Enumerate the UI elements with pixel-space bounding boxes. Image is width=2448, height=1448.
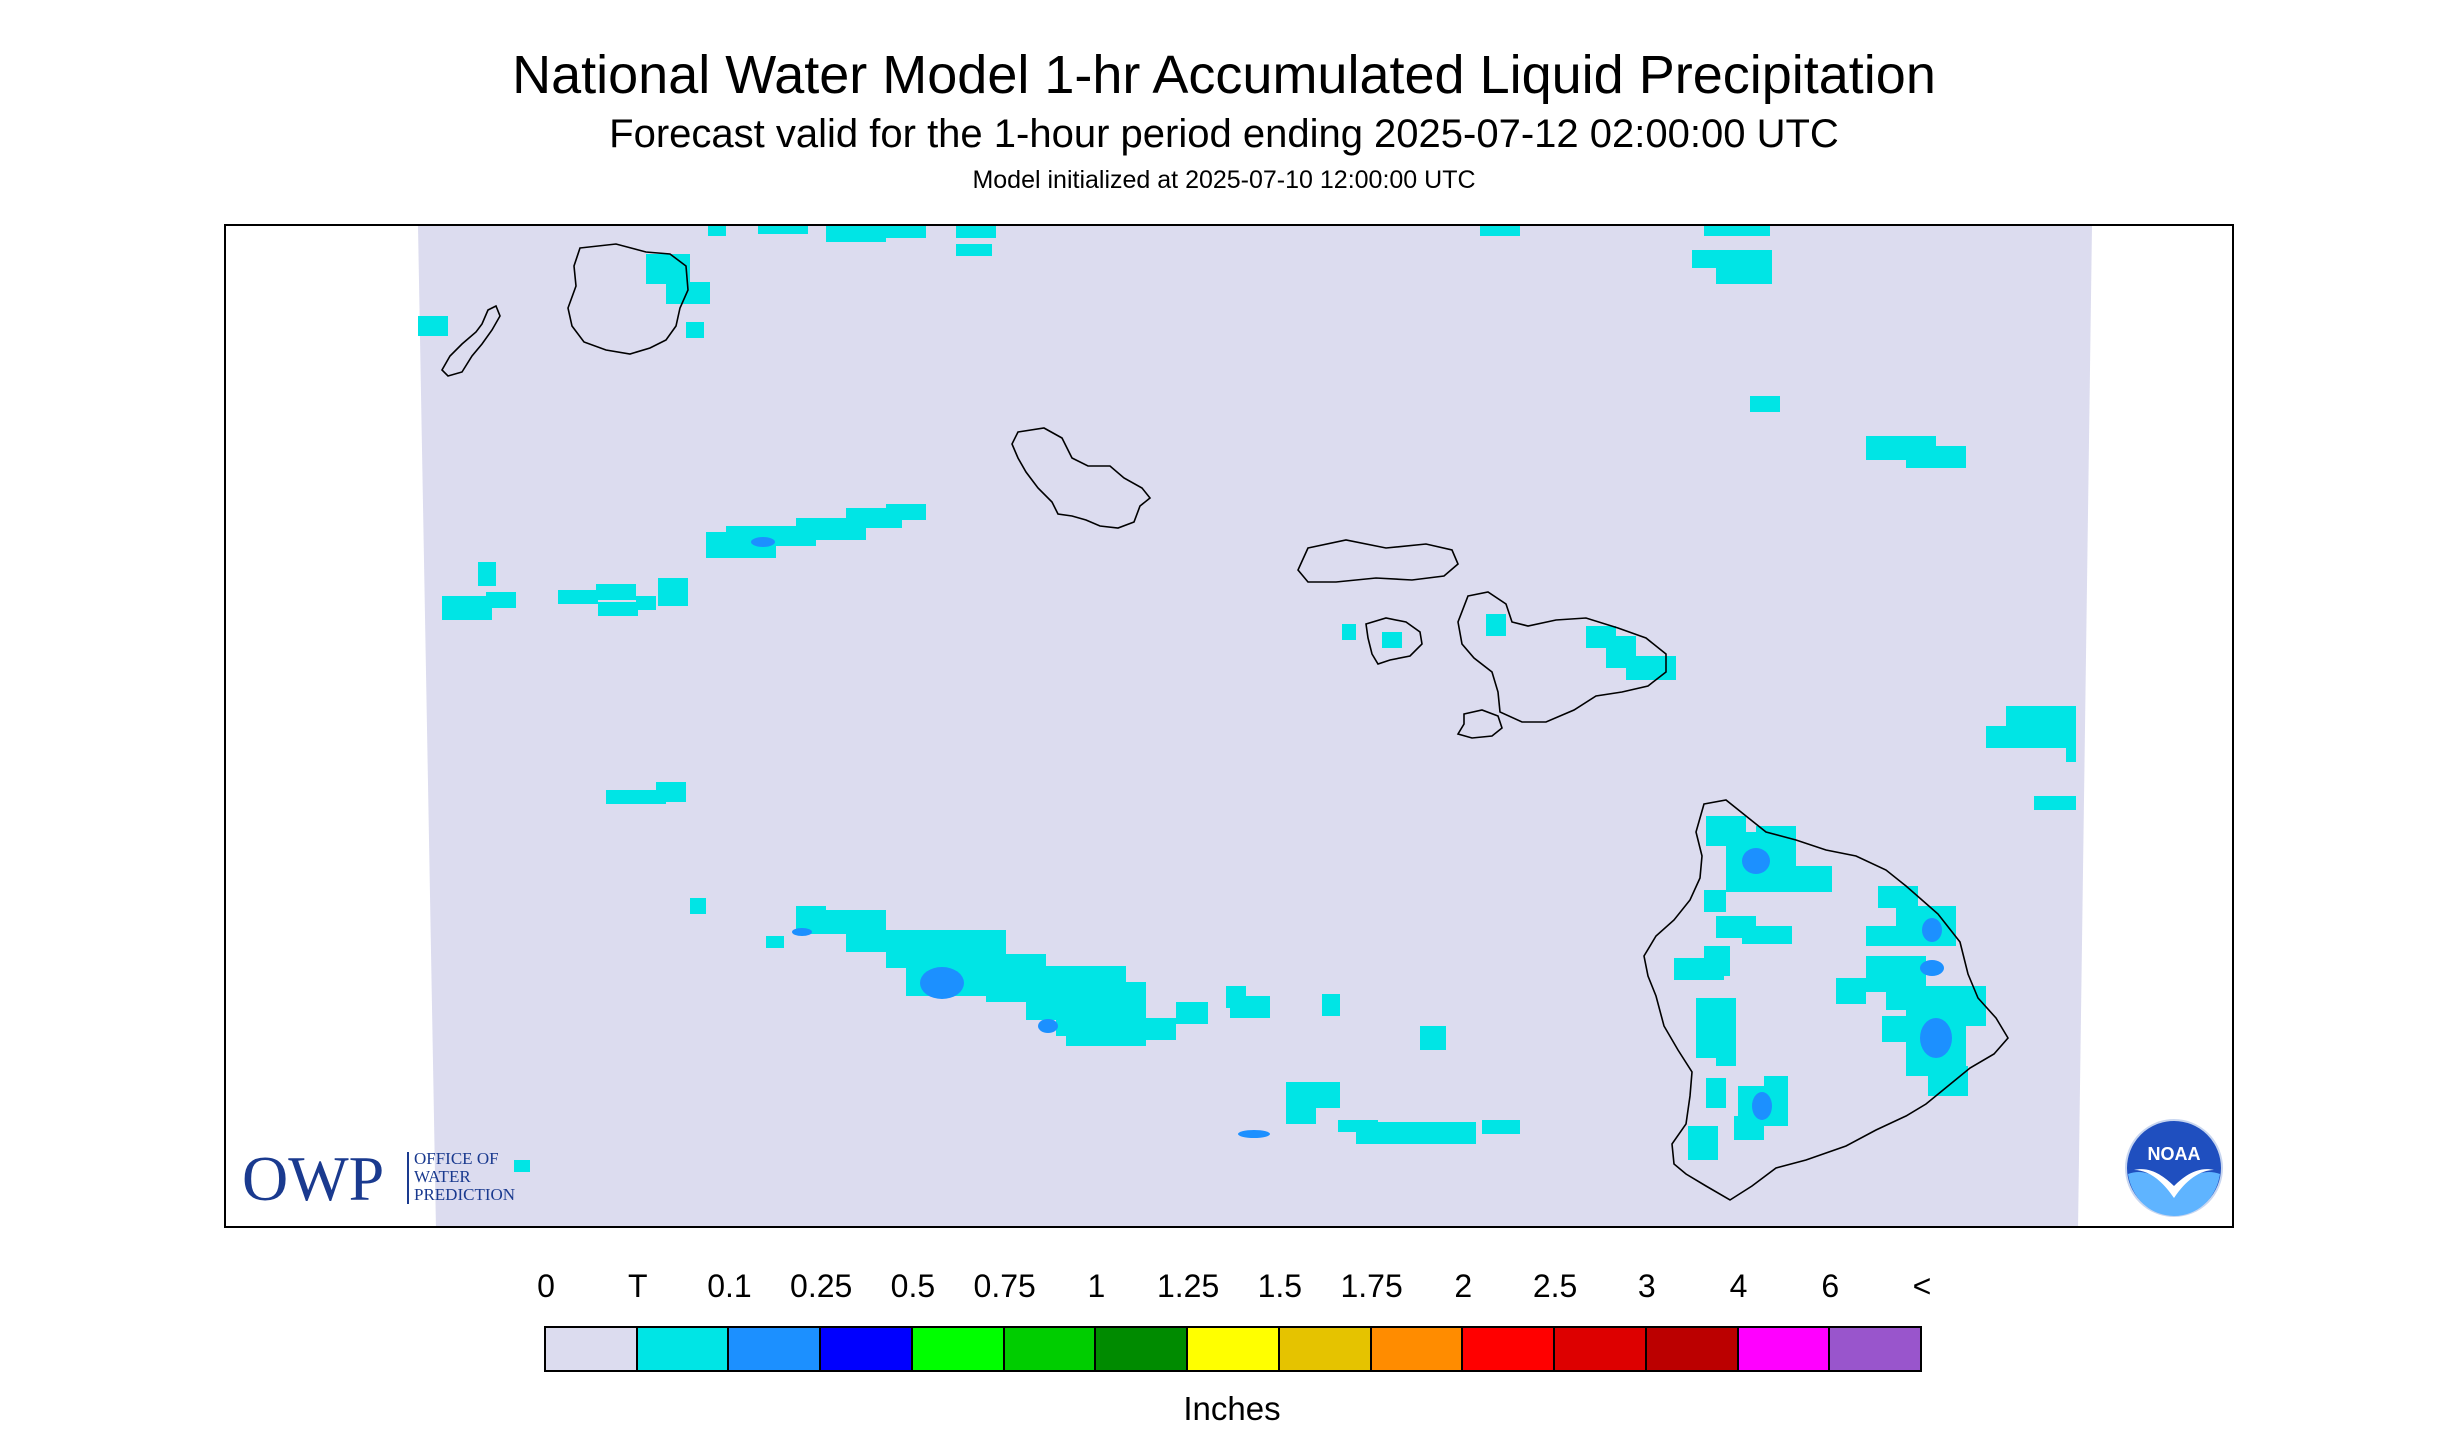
legend-swatch: [1463, 1328, 1556, 1370]
legend-tick-label: 0.25: [790, 1268, 853, 1304]
coast-lanai: [1365, 617, 1423, 665]
legend-tick-label: 2.5: [1532, 1268, 1578, 1304]
legend-swatch: [1738, 1328, 1831, 1370]
legend-units: Inches: [1183, 1390, 1281, 1427]
precip-trace-cells: [418, 226, 2076, 1172]
owp-logo: OWP OFFICE OF WATER PREDICTION: [242, 1142, 562, 1212]
legend-swatch: [1096, 1328, 1189, 1370]
coast-hawaii: [1643, 799, 2009, 1201]
model-domain: [418, 226, 2092, 1226]
coast-maui: [1457, 591, 1667, 723]
legend-swatch: [1188, 1328, 1280, 1370]
noaa-text: NOAA: [2148, 1144, 2201, 1164]
legend-tick-label: 0: [537, 1268, 555, 1304]
noaa-logo: NOAA: [2124, 1118, 2224, 1218]
precip-legend: 0 T 0.1 0.25 0.5 0.75 1 1.25 1.5 1.75 2 2.5 3 4 6 < Inc…: [537, 1268, 1931, 1438]
coast-molokai: [1297, 539, 1459, 583]
legend-tick-label: 1: [1087, 1268, 1106, 1304]
legend-tick-label: 6: [1821, 1268, 1840, 1304]
legend-tick-label: <: [1912, 1268, 1932, 1304]
legend-swatch: [546, 1328, 638, 1370]
legend-swatch: [821, 1328, 913, 1370]
legend-swatch: [1004, 1328, 1097, 1370]
owp-line3: PREDICTION: [414, 1185, 515, 1204]
island-coastlines: [441, 243, 2009, 1201]
map-title: National Water Model 1-hr Accumulated Li…: [512, 45, 1936, 105]
legend-swatch: [1279, 1328, 1372, 1370]
legend-tick-label: 1.5: [1257, 1268, 1303, 1304]
owp-line2: WATER: [414, 1167, 471, 1186]
legend-swatch: [1646, 1328, 1739, 1370]
owp-line1: OFFICE OF: [414, 1149, 499, 1168]
precip-0-1-cells: [751, 537, 1952, 1138]
legend-swatch: [912, 1328, 1005, 1370]
legend-swatch: [1555, 1328, 1647, 1370]
coast-oahu: [1011, 427, 1152, 529]
coast-kahoolawe: [1456, 709, 1503, 739]
precipitation-map: OWP OFFICE OF WATER PREDICTION NOAA: [224, 224, 2234, 1228]
legend-swatch: [729, 1328, 822, 1370]
legend-tick-label: 2: [1454, 1268, 1473, 1304]
legend-tick-label: 0.5: [890, 1268, 936, 1304]
legend-tick-label: 0.1: [707, 1268, 752, 1304]
legend-colorbar: [544, 1326, 1922, 1372]
legend-tick-label: 4: [1729, 1268, 1748, 1304]
map-subtitle: Forecast valid for the 1-hour period end…: [609, 112, 1839, 156]
model-init-time: Model initialized at 2025-07-10 12:00:00…: [972, 166, 1476, 194]
legend-tick-label: T: [627, 1268, 648, 1304]
legend-swatch: [1830, 1328, 1921, 1370]
owp-letters: OWP: [242, 1143, 384, 1212]
coast-niihau: [441, 304, 501, 377]
legend-tick-label: 1.25: [1156, 1268, 1220, 1304]
legend-tick-label: 1.75: [1340, 1268, 1403, 1304]
legend-tick-label: 0.75: [973, 1268, 1036, 1304]
coast-kauai: [567, 243, 689, 355]
legend-swatch: [1371, 1328, 1464, 1370]
map-canvas: [418, 226, 2092, 1226]
legend-tick-label: 3: [1637, 1268, 1656, 1304]
legend-swatch: [637, 1328, 730, 1370]
